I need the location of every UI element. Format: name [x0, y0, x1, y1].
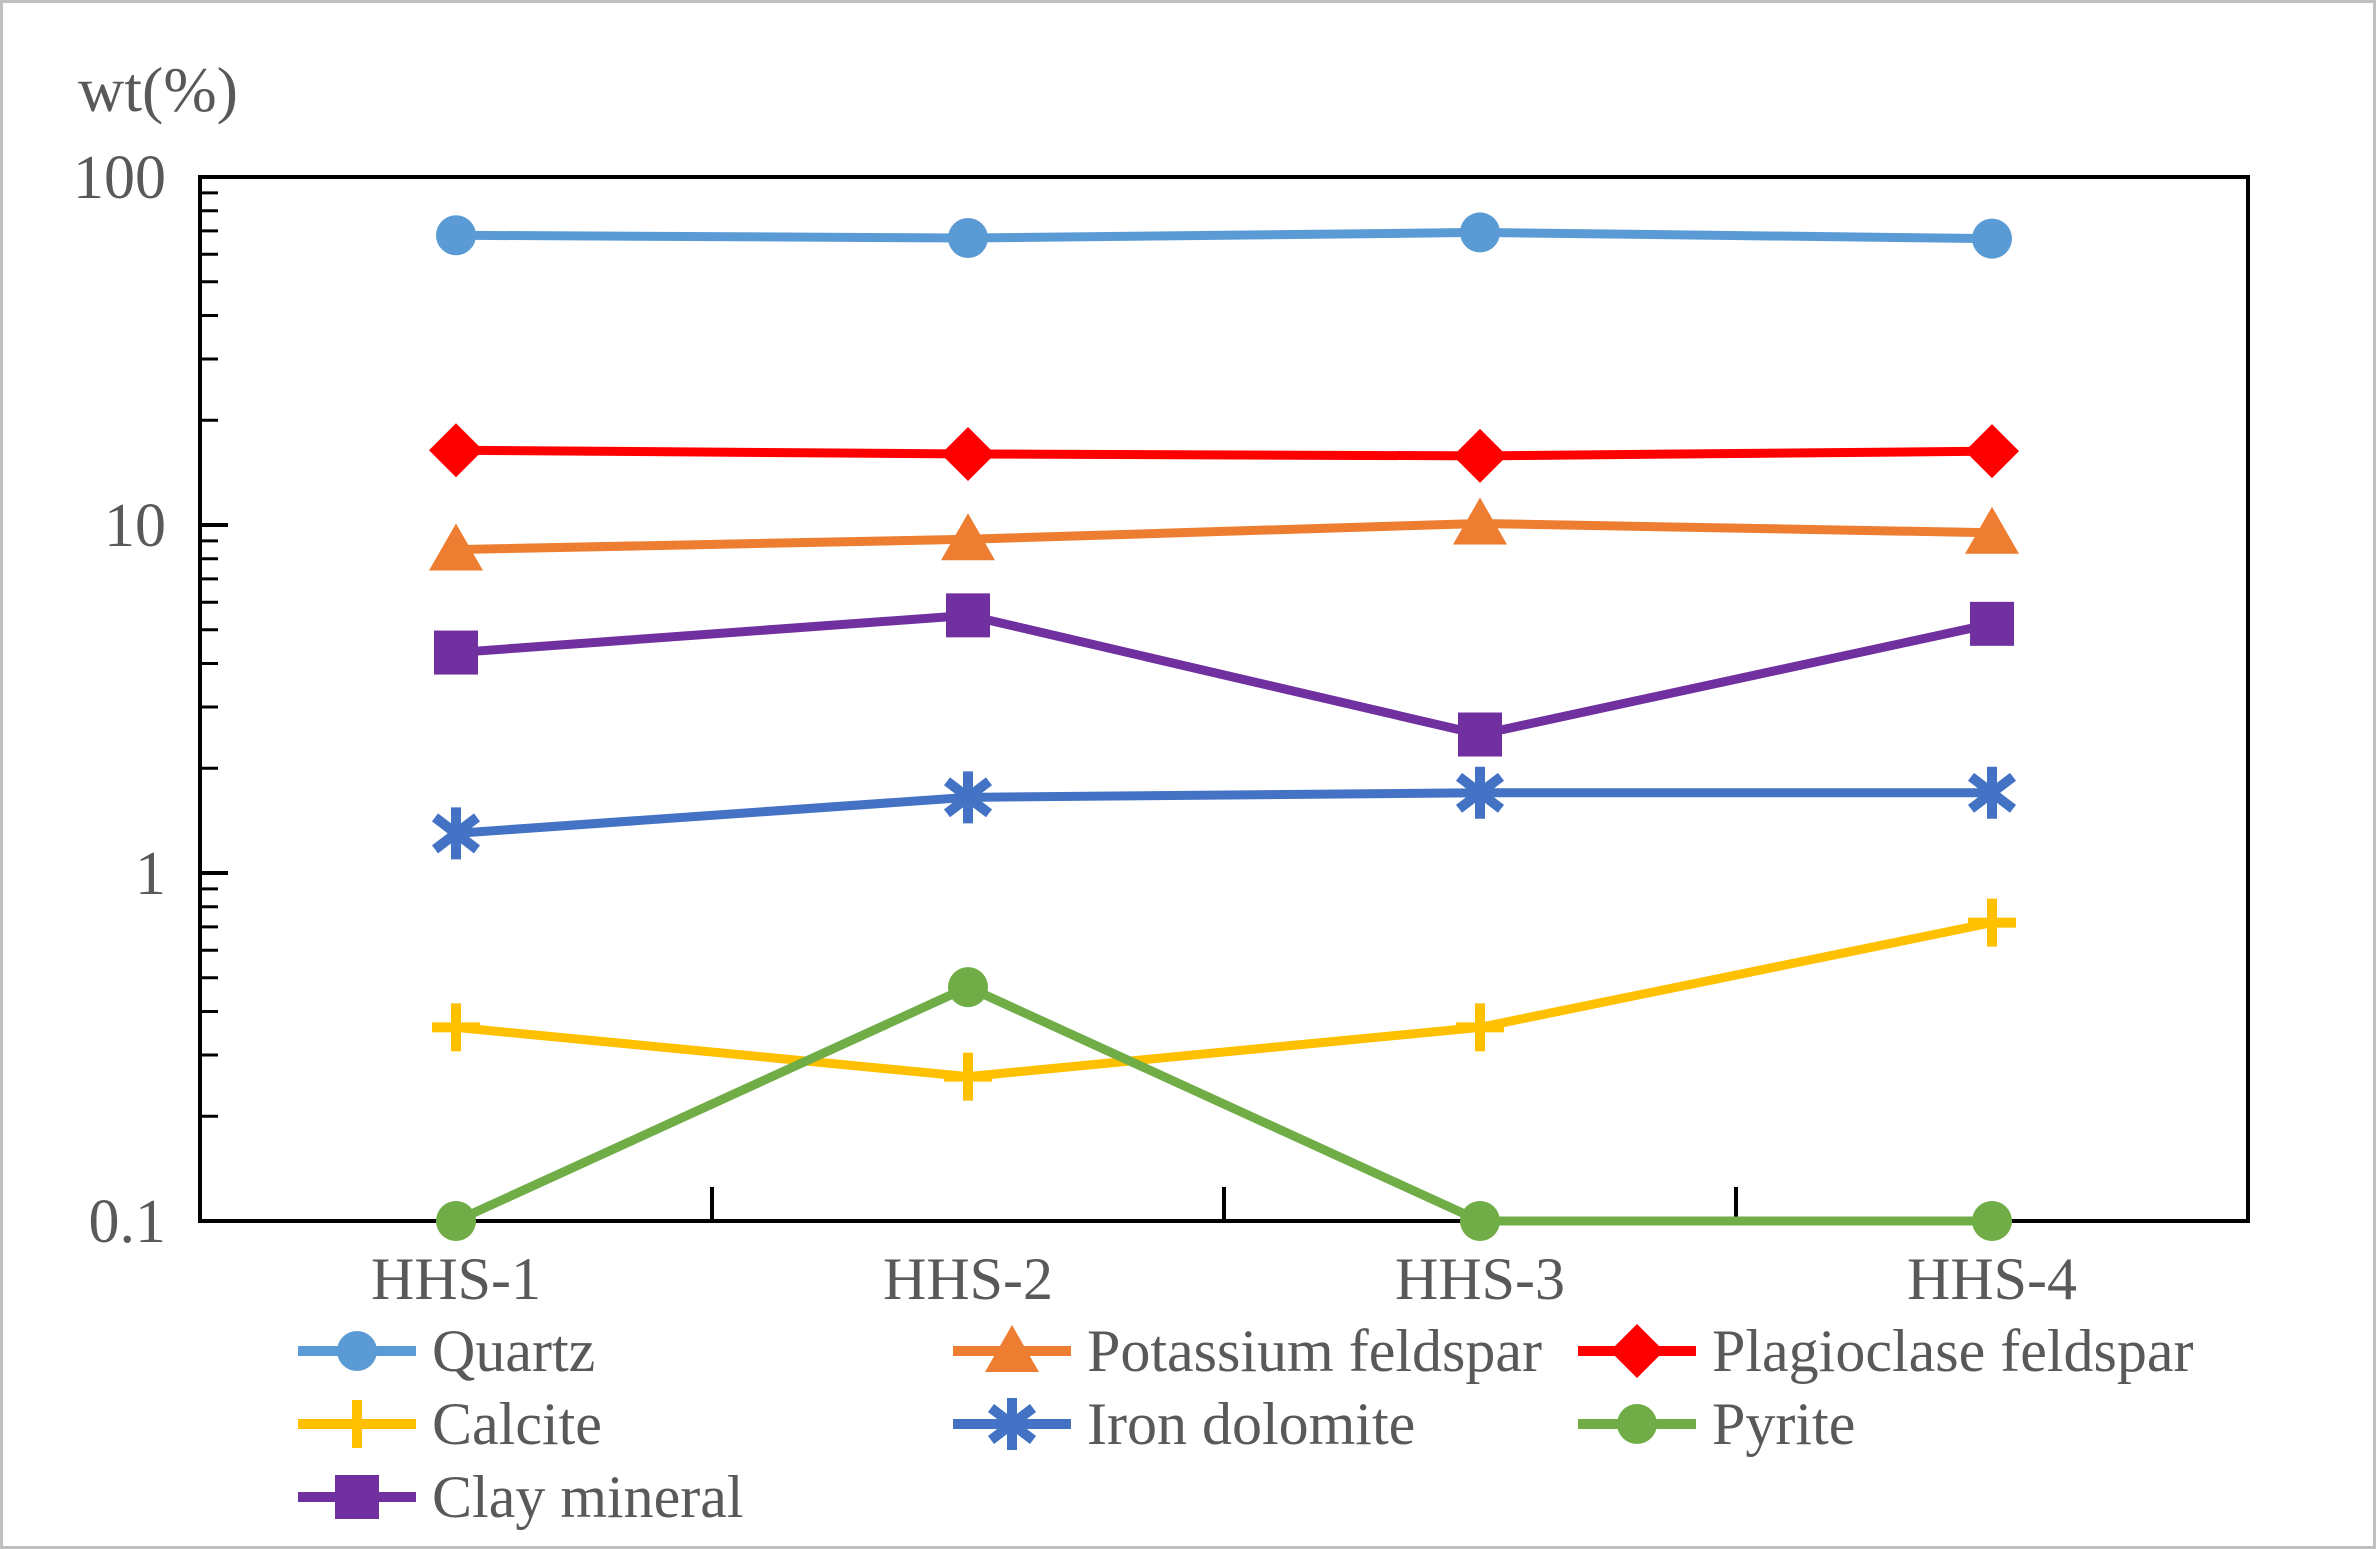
- y-axis-label-100: 100: [73, 144, 166, 212]
- legend-item-quartz: Quartz: [298, 1318, 595, 1384]
- marker-iron-dolomite-hhs-4: [1967, 772, 2017, 813]
- marker-pyrite-hhs-1: [436, 1201, 476, 1241]
- legend-item-clay-mineral: Clay mineral: [298, 1464, 744, 1530]
- x-axis-label-hhs-2: HHS-2: [883, 1246, 1053, 1312]
- marker-clay-mineral-hhs-4: [1970, 601, 2014, 646]
- marker-legend-iron-dolomite: [987, 1404, 1037, 1444]
- marker-potassium-feldspar-hhs-4: [1965, 506, 2019, 554]
- x-axis-label-hhs-4: HHS-4: [1907, 1246, 2077, 1312]
- marker-iron-dolomite-hhs-3: [1455, 772, 1505, 813]
- legend-label-plagioclase-feldspar: Plagioclase feldspar: [1712, 1318, 2194, 1384]
- marker-legend-plagioclase-feldspar: [1610, 1324, 1664, 1378]
- marker-clay-mineral-hhs-2: [946, 593, 990, 638]
- x-axis-label-hhs-3: HHS-3: [1395, 1246, 1565, 1312]
- legend-label-clay-mineral: Clay mineral: [432, 1464, 744, 1530]
- marker-iron-dolomite-hhs-1: [431, 813, 481, 854]
- marker-clay-mineral-hhs-3: [1458, 712, 1502, 757]
- marker-pyrite-hhs-3: [1460, 1201, 1500, 1241]
- marker-quartz-hhs-2: [948, 217, 988, 258]
- series-potassium-feldspar: [429, 497, 2019, 571]
- series-line-iron-dolomite: [451, 788, 1997, 838]
- marker-plagioclase-feldspar-hhs-4: [1965, 424, 2019, 479]
- series-iron-dolomite: [431, 766, 2017, 860]
- legend-item-pyrite: Pyrite: [1578, 1391, 1855, 1457]
- series-clay-mineral: [434, 593, 2014, 757]
- marker-legend-pyrite: [1617, 1404, 1657, 1444]
- series-line-plagioclase-feldspar: [451, 445, 1997, 461]
- marker-potassium-feldspar-hhs-3: [1453, 497, 1507, 545]
- series-quartz: [436, 212, 2012, 259]
- legend-item-potassium-feldspar: Potassium feldspar: [953, 1318, 1542, 1384]
- y-axis: 100 10 1 0.1: [73, 144, 228, 1256]
- marker-legend-quartz: [337, 1331, 377, 1371]
- legend-label-potassium-feldspar: Potassium feldspar: [1087, 1318, 1542, 1384]
- y-axis-label-0.1: 0.1: [89, 1188, 167, 1256]
- legend-label-iron-dolomite: Iron dolomite: [1087, 1391, 1415, 1457]
- marker-pyrite-hhs-4: [1972, 1201, 2012, 1241]
- series-plagioclase-feldspar: [429, 423, 2019, 483]
- legend-item-iron-dolomite: Iron dolomite: [953, 1391, 1415, 1457]
- marker-plagioclase-feldspar-hhs-3: [1453, 428, 1507, 483]
- marker-quartz-hhs-4: [1972, 218, 2012, 259]
- x-axis: HHS-1 HHS-2 HHS-3 HHS-4: [371, 1187, 2077, 1312]
- legend-label-calcite: Calcite: [432, 1391, 602, 1457]
- series-line-calcite: [451, 918, 1997, 1082]
- marker-quartz-hhs-3: [1460, 212, 1500, 253]
- legend-item-plagioclase-feldspar: Plagioclase feldspar: [1578, 1318, 2194, 1384]
- series-line-quartz: [451, 227, 1997, 244]
- marker-plagioclase-feldspar-hhs-2: [941, 426, 995, 481]
- plot-frame: [198, 175, 2250, 1223]
- series-calcite: [432, 898, 2016, 1101]
- legend: Quartz Potassium feldspar Plagioclase feld…: [298, 1318, 2194, 1530]
- marker-iron-dolomite-hhs-2: [943, 777, 993, 818]
- legend-label-quartz: Quartz: [432, 1318, 595, 1384]
- y-axis-label-1: 1: [135, 840, 166, 908]
- x-axis-label-hhs-1: HHS-1: [371, 1246, 541, 1312]
- marker-legend-potassium-feldspar: [985, 1325, 1039, 1372]
- y-axis-title: wt(%): [78, 54, 238, 125]
- marker-legend-clay-mineral: [335, 1475, 379, 1519]
- series-line-clay-mineral: [451, 610, 1997, 740]
- marker-pyrite-hhs-2: [948, 967, 988, 1008]
- series-line-pyrite: [451, 982, 1997, 1226]
- marker-quartz-hhs-1: [436, 215, 476, 256]
- series-line-potassium-feldspar: [451, 518, 1997, 555]
- marker-clay-mineral-hhs-1: [434, 630, 478, 675]
- legend-label-pyrite: Pyrite: [1712, 1391, 1855, 1457]
- y-axis-label-10: 10: [104, 492, 166, 560]
- marker-potassium-feldspar-hhs-2: [941, 513, 995, 561]
- marker-plagioclase-feldspar-hhs-1: [429, 423, 483, 478]
- marker-potassium-feldspar-hhs-1: [429, 523, 483, 571]
- series-pyrite: [436, 967, 2012, 1241]
- legend-item-calcite: Calcite: [298, 1391, 602, 1457]
